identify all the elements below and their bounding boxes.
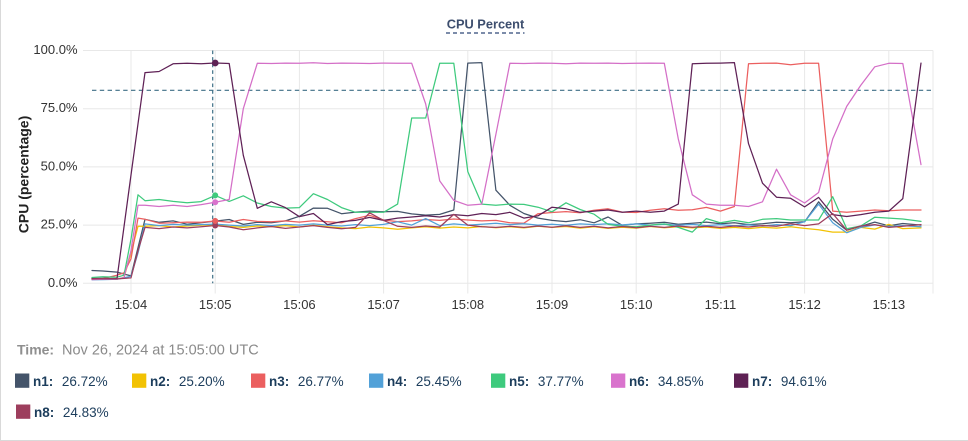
svg-text:n6:: n6: — [629, 374, 649, 389]
svg-text:n7:: n7: — [752, 374, 772, 389]
svg-text:15:06: 15:06 — [283, 297, 316, 312]
svg-text:26.77%: 26.77% — [298, 374, 344, 389]
svg-text:26.72%: 26.72% — [62, 374, 108, 389]
svg-text:CPU Percent: CPU Percent — [447, 17, 525, 32]
svg-text:100.0%: 100.0% — [33, 42, 78, 57]
svg-text:15:07: 15:07 — [367, 297, 400, 312]
svg-text:25.45%: 25.45% — [416, 374, 462, 389]
svg-text:75.0%: 75.0% — [41, 100, 78, 115]
svg-text:n2:: n2: — [150, 374, 170, 389]
svg-text:CPU (percentage): CPU (percentage) — [16, 116, 32, 233]
svg-text:15:05: 15:05 — [199, 297, 232, 312]
svg-text:15:10: 15:10 — [620, 297, 653, 312]
svg-text:94.61%: 94.61% — [781, 374, 827, 389]
svg-text:25.0%: 25.0% — [41, 217, 78, 232]
svg-text:24.83%: 24.83% — [63, 405, 109, 420]
svg-text:15:09: 15:09 — [536, 297, 569, 312]
svg-text:n1:: n1: — [33, 374, 53, 389]
svg-text:n5:: n5: — [509, 374, 529, 389]
svg-text:37.77%: 37.77% — [538, 374, 584, 389]
svg-text:25.20%: 25.20% — [179, 374, 225, 389]
svg-text:50.0%: 50.0% — [41, 158, 78, 173]
svg-text:15:11: 15:11 — [705, 297, 737, 312]
svg-text:15:12: 15:12 — [788, 297, 821, 312]
svg-text:15:08: 15:08 — [452, 297, 485, 312]
svg-text:n8:: n8: — [34, 405, 54, 420]
svg-text:Time:: Time: — [17, 342, 54, 358]
svg-text:n3:: n3: — [269, 374, 289, 389]
svg-text:15:04: 15:04 — [115, 297, 148, 312]
svg-text:n4:: n4: — [387, 374, 407, 389]
svg-text:15:13: 15:13 — [873, 297, 906, 312]
svg-text:34.85%: 34.85% — [658, 374, 704, 389]
svg-text:0.0%: 0.0% — [48, 275, 78, 290]
svg-text:Nov 26, 2024 at 15:05:00 UTC: Nov 26, 2024 at 15:05:00 UTC — [62, 343, 259, 359]
